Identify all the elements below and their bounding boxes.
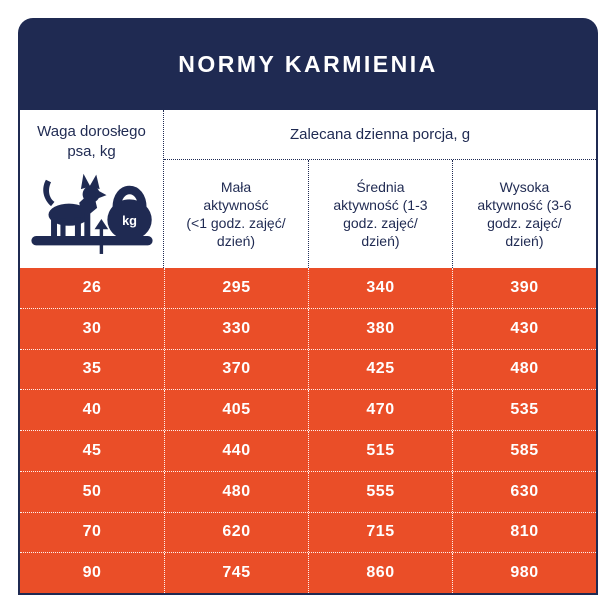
dog-weight-value: 30: [82, 319, 102, 337]
portion-value: 980: [452, 553, 596, 593]
portion-value: 480: [452, 349, 596, 390]
dog-weight-value: 40: [82, 401, 102, 419]
column-header-low-activity: Mała aktywność (<1 godz. zajęć/ dzień): [186, 178, 286, 250]
activity-header-row: Mała aktywność (<1 godz. zajęć/ dzień) Ś…: [164, 160, 596, 268]
portion-header-group: Zalecana dzienna porcja, g Mała aktywnoś…: [164, 110, 596, 268]
portion-value: 860: [308, 553, 452, 593]
portion-value: 470: [308, 390, 452, 430]
portion-value: 585: [452, 431, 596, 471]
column-header-medium-activity: Średnia aktywność (1-3 godz. zajęć/ dzie…: [307, 160, 452, 268]
portion-value: 440: [164, 431, 308, 471]
portion-value: 425: [308, 349, 452, 390]
feeding-table-card: NORMY KARMIENIA Waga dorosłego psa, kg: [18, 18, 598, 595]
table-header: Waga dorosłego psa, kg: [20, 110, 596, 268]
portion-value: 535: [452, 390, 596, 430]
portion-value: 630: [452, 471, 596, 512]
portion-value: 295: [164, 268, 308, 308]
portion-value: 380: [308, 308, 452, 349]
dog-and-kettlebell-scale-icon: kg: [20, 161, 163, 268]
kettlebell-kg-label: kg: [122, 212, 137, 227]
dog-weight-value: 90: [82, 564, 102, 582]
page-title: NORMY KARMIENIA: [178, 50, 438, 77]
table-row: 40 405 470 535: [20, 389, 596, 430]
portion-value: 430: [452, 308, 596, 349]
table-row: 30 330 380 430: [20, 307, 596, 349]
dog-weight-value: 26: [82, 278, 102, 296]
dog-weight-value: 35: [82, 360, 102, 378]
portion-value: 340: [308, 268, 452, 308]
table-row: 26 295 340 390: [20, 268, 596, 308]
dog-weight-value: 50: [82, 482, 102, 500]
portion-value: 405: [164, 390, 308, 430]
portion-value: 745: [164, 553, 308, 593]
table-row: 45 440 515 585: [20, 430, 596, 471]
table-row: 35 370 425 480: [20, 348, 596, 390]
dog-tail: [42, 179, 54, 206]
feeding-table: Waga dorosłego psa, kg: [18, 110, 598, 595]
weight-header-label: Waga dorosłego psa, kg: [37, 123, 146, 160]
portion-value: 330: [164, 308, 308, 349]
portion-header-label: Zalecana dzienna porcja, g: [164, 110, 596, 160]
portion-value: 620: [164, 512, 308, 553]
table-row: 50 480 555 630: [20, 470, 596, 512]
table-body: 26 295 340 390 30 330 380 430 35 370 425 480 40 405 47…: [20, 268, 596, 593]
table-row: 90 745 860 980: [20, 552, 596, 593]
dog-weight-value: 70: [82, 523, 102, 541]
table-title-bar: NORMY KARMIENIA: [18, 18, 598, 110]
portion-value: 715: [308, 512, 452, 553]
portion-value: 390: [452, 268, 596, 308]
dog-weight-value: 45: [82, 441, 102, 459]
portion-value: 480: [164, 471, 308, 512]
weight-header-cell: Waga dorosłego psa, kg: [20, 110, 164, 268]
column-header-high-activity: Wysoka aktywność (3-6 godz. zajęć/ dzień…: [451, 160, 596, 268]
table-row: 70 620 715 810: [20, 511, 596, 553]
portion-value: 810: [452, 512, 596, 553]
portion-value: 555: [308, 471, 452, 512]
portion-value: 515: [308, 431, 452, 471]
portion-value: 370: [164, 349, 308, 390]
